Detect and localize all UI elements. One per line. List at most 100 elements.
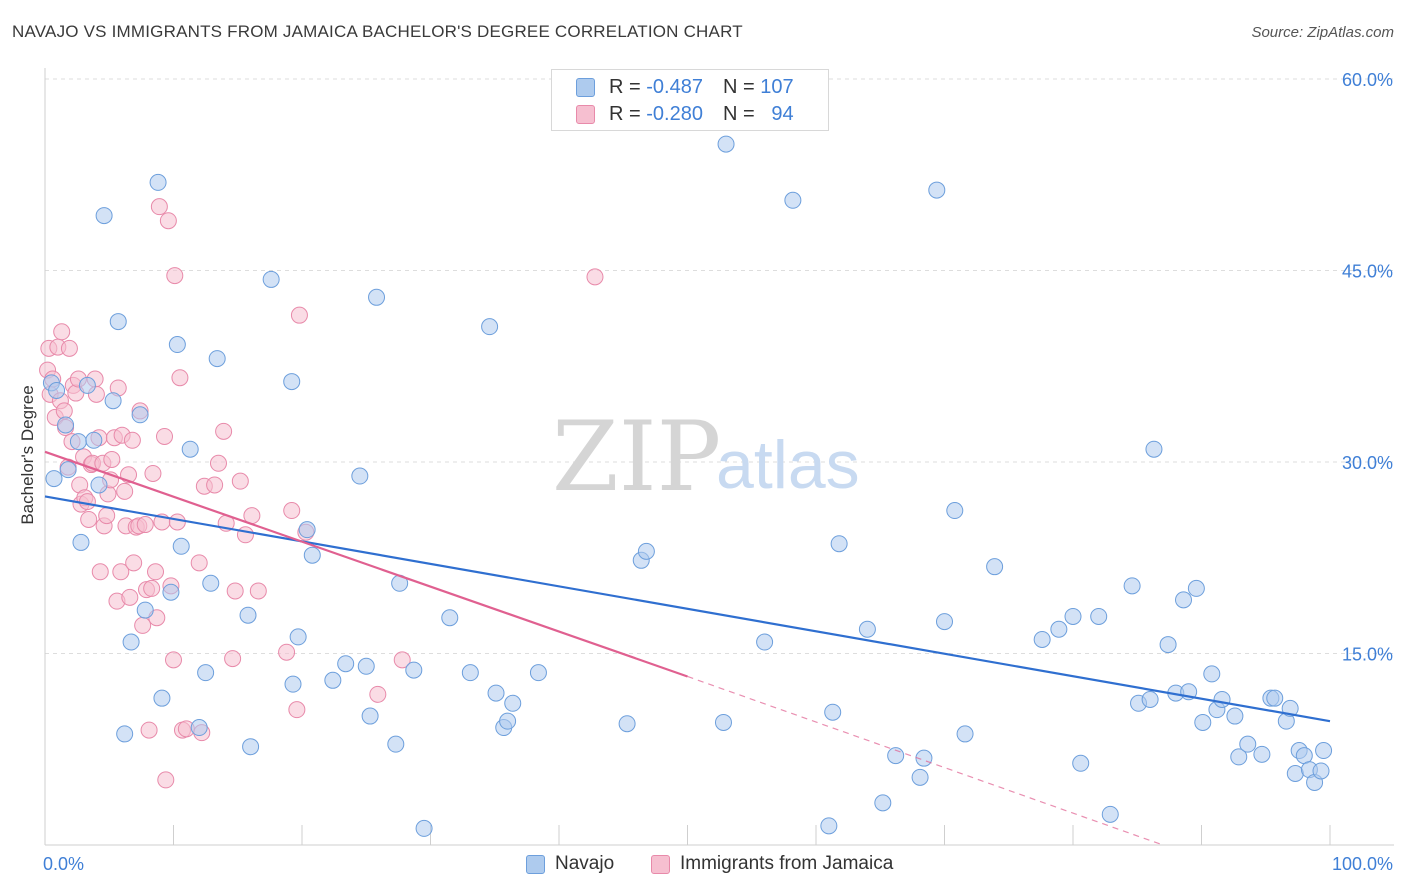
- jamaica-point: [224, 650, 242, 668]
- navajo-point: [499, 712, 517, 730]
- navajo-swatch: [526, 854, 545, 874]
- navajo-point: [153, 689, 171, 707]
- bottom-legend-navajo: Navajo: [526, 852, 614, 876]
- navajo-point: [190, 719, 208, 737]
- jamaica-point: [236, 526, 254, 544]
- navajo-point: [131, 406, 149, 424]
- y-axis-title: Bachelor's Degree: [18, 385, 37, 524]
- navajo-point: [1123, 577, 1141, 595]
- navajo-point: [1050, 620, 1068, 638]
- navajo-point: [1072, 754, 1090, 772]
- navajo-point: [1226, 707, 1244, 725]
- navajo-point: [149, 173, 167, 191]
- jamaica-point: [171, 369, 189, 387]
- navajo-point: [820, 817, 838, 835]
- navajo-point: [289, 628, 307, 646]
- watermark-atlas: atlas: [716, 427, 860, 503]
- jamaica-point: [144, 464, 162, 482]
- navajo-point: [637, 542, 655, 560]
- jamaica-point: [140, 721, 158, 739]
- legend-r-value: -0.280: [646, 102, 703, 125]
- jamaica-point: [393, 651, 411, 669]
- navajo-point: [48, 382, 66, 400]
- x-tick-label: 0.0%: [43, 854, 84, 874]
- navajo-points: [42, 135, 1333, 837]
- y-tick-label: 30.0%: [1342, 453, 1393, 473]
- navajo-point: [78, 376, 96, 394]
- navajo-point: [874, 794, 892, 812]
- navajo-point: [461, 664, 479, 682]
- jamaica-point: [136, 516, 154, 534]
- jamaica-point: [159, 212, 177, 230]
- jamaica-point: [80, 510, 98, 528]
- navajo-point: [298, 521, 316, 539]
- navajo-point: [936, 613, 953, 631]
- navajo-point: [104, 392, 122, 410]
- jamaica-trend-extension: [687, 675, 1164, 846]
- navajo-trend-line: [44, 495, 1331, 723]
- navajo-point: [1213, 690, 1231, 708]
- navajo-point: [911, 768, 929, 786]
- jamaica-point: [143, 579, 161, 597]
- jamaica-point: [55, 402, 73, 420]
- navajo-point: [242, 738, 260, 756]
- navajo-point: [69, 433, 87, 451]
- source-label: Source: ZipAtlas.com: [1251, 24, 1394, 41]
- axes: [44, 68, 1394, 846]
- jamaica-point: [215, 422, 233, 440]
- navajo-point: [858, 620, 876, 638]
- jamaica-point: [134, 616, 152, 634]
- navajo-point: [1194, 713, 1212, 731]
- navajo-point: [45, 470, 63, 488]
- navajo-point: [1315, 742, 1333, 760]
- stats-legend: R = -0.487 N = 107 R = -0.280 N = 94: [551, 69, 829, 131]
- jamaica-point: [290, 306, 308, 324]
- jamaica-point: [166, 267, 184, 285]
- navajo-point: [1286, 765, 1304, 783]
- legend-r-label: R =: [609, 102, 641, 125]
- navajo-point: [986, 558, 1004, 576]
- navajo-point: [59, 461, 77, 479]
- navajo-point: [95, 207, 113, 225]
- jamaica-point: [249, 582, 267, 600]
- jamaica-point: [586, 268, 604, 286]
- jamaica-point: [157, 771, 175, 789]
- jamaica-point: [190, 554, 208, 572]
- navajo-point: [368, 288, 386, 306]
- navajo-point: [956, 725, 974, 743]
- jamaica-point: [116, 482, 134, 500]
- bottom-legend-jamaica-label: Immigrants from Jamaica: [680, 853, 894, 874]
- navajo-point: [1266, 689, 1284, 707]
- navajo-point: [784, 191, 802, 209]
- jamaica-points: [39, 198, 604, 789]
- navajo-point: [1090, 607, 1108, 625]
- legend-n-value: 94: [771, 102, 794, 125]
- legend-row-jamaica: R = -0.280 N = 94: [576, 101, 794, 127]
- navajo-point: [618, 715, 636, 733]
- navajo-point: [415, 819, 433, 837]
- chart-title: NAVAJO VS IMMIGRANTS FROM JAMAICA BACHEL…: [12, 22, 743, 41]
- navajo-point: [361, 707, 379, 725]
- jamaica-point: [78, 493, 96, 511]
- tick-labels: 15.0% 30.0% 45.0% 60.0% 0.0% 100.0%: [43, 70, 1393, 874]
- navajo-point: [351, 467, 369, 485]
- jamaica-swatch: [651, 854, 670, 874]
- jamaica-point: [123, 431, 141, 449]
- jamaica-swatch: [576, 104, 595, 124]
- jamaica-point: [369, 685, 387, 703]
- navajo-point: [197, 664, 215, 682]
- jamaica-point: [60, 339, 78, 357]
- navajo-point: [1159, 636, 1177, 654]
- navajo-point: [1141, 690, 1159, 708]
- y-tick-label: 45.0%: [1342, 262, 1393, 282]
- x-tick-label: 100.0%: [1332, 854, 1393, 874]
- jamaica-point: [209, 454, 227, 472]
- navajo-point: [1187, 579, 1205, 597]
- navajo-point: [1230, 748, 1248, 766]
- jamaica-point: [98, 507, 116, 525]
- navajo-point: [122, 633, 140, 651]
- legend-n-value: 107: [760, 75, 794, 98]
- jamaica-point: [103, 450, 121, 468]
- navajo-point: [116, 725, 134, 743]
- navajo-point: [283, 373, 301, 391]
